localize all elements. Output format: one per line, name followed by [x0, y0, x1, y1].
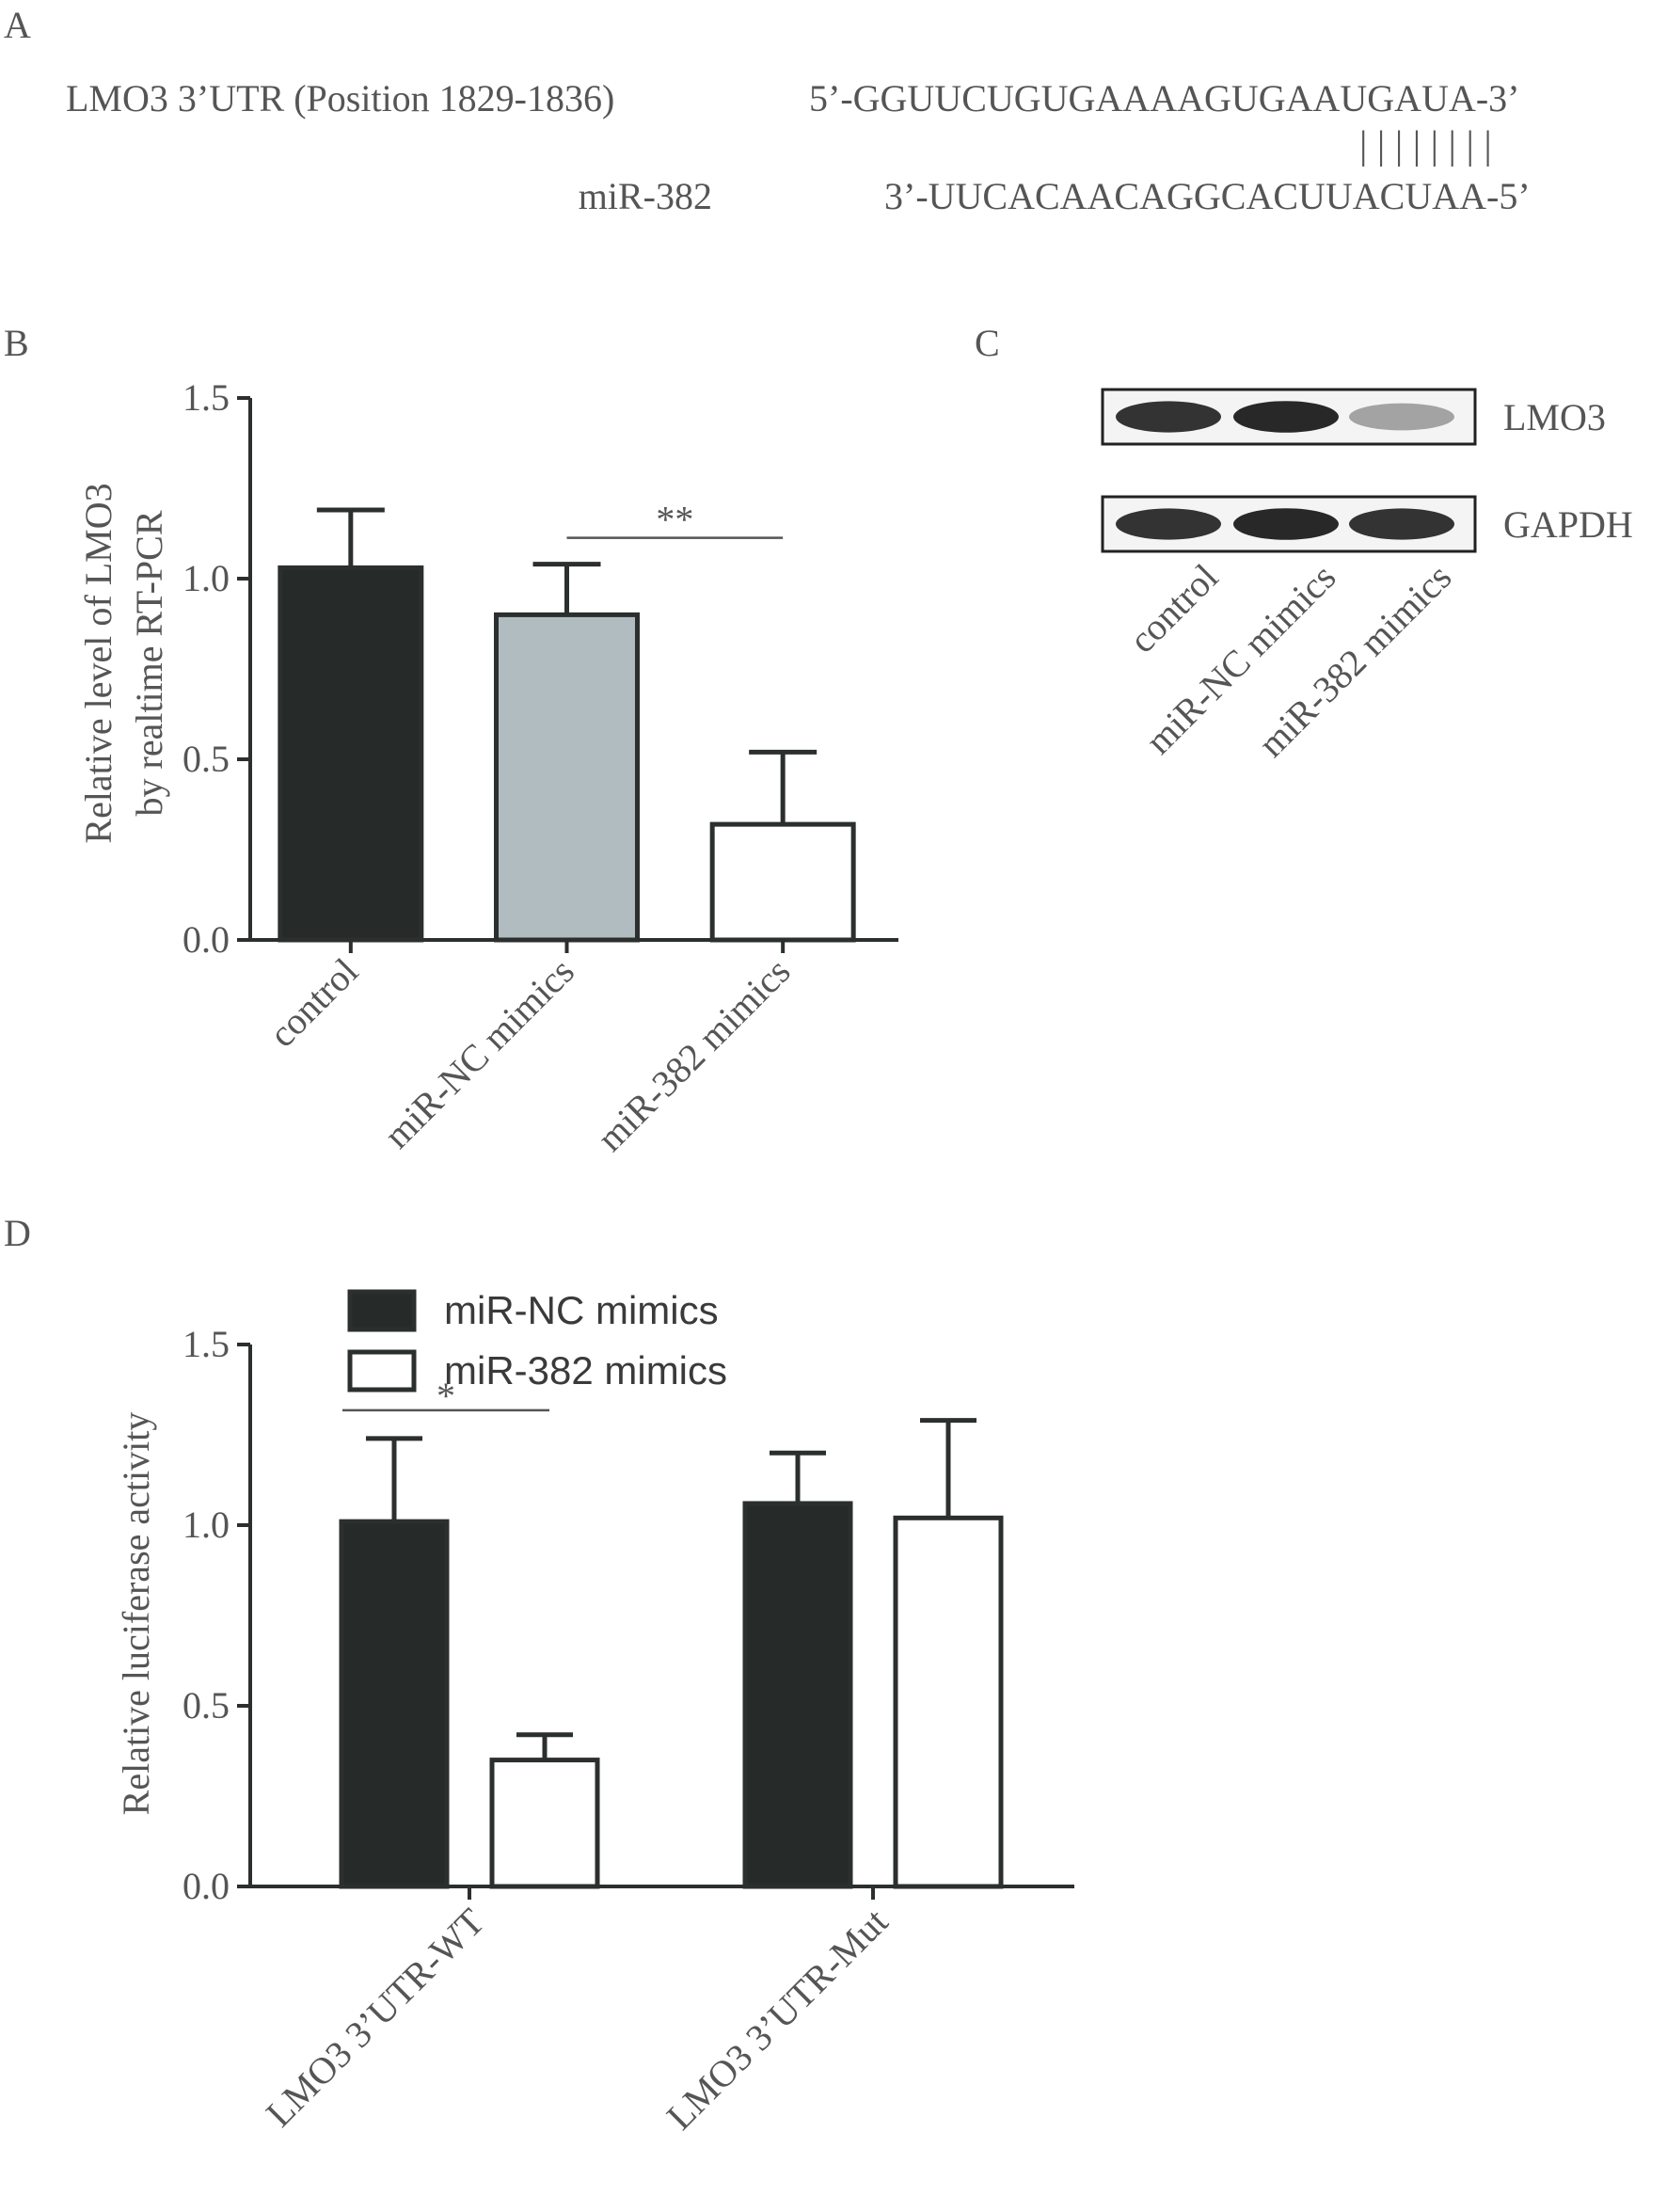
- blot-band: [1349, 403, 1454, 431]
- blot-label-gapdh: GAPDH: [1503, 503, 1633, 546]
- chart-d-bar: [742, 1501, 853, 1889]
- chart-d-xtick-label: LMO3 3’UTR-Mut: [659, 1901, 897, 2139]
- chart-d-xtick-label: LMO3 3’UTR-WT: [258, 1901, 492, 2135]
- utr-label: LMO3 3’UTR (Position 1829-1836): [66, 77, 614, 119]
- pairing-lines: | | | | | | | |: [1359, 124, 1492, 167]
- panel-label-a: A: [4, 4, 31, 46]
- chart-b-bar: [709, 821, 856, 943]
- utr-sequence: 5’-GGUUCUGUGAAAAGUGAAUGAUA-3’: [809, 77, 1519, 119]
- chart-d-legend-swatch: [347, 1349, 417, 1392]
- chart-b-xtick-label: miR-382 mimics: [589, 950, 799, 1160]
- chart-d-legend-label: miR-382 mimics: [444, 1348, 727, 1392]
- chart-b-ylabel-line2: by realtime RT-PCR: [128, 510, 170, 816]
- chart-b-ytick-label: 0.0: [183, 918, 230, 961]
- blot-band: [1233, 508, 1339, 540]
- chart-d-ytick-label: 1.0: [183, 1504, 230, 1546]
- blot-lane-label: control: [1120, 556, 1226, 661]
- chart-b-xtick-label: control: [261, 950, 366, 1056]
- mirna-label: miR-382: [579, 175, 712, 217]
- chart-d-bar: [339, 1519, 450, 1889]
- chart-d-legend-label: miR-NC mimics: [444, 1288, 719, 1332]
- blot-band: [1116, 508, 1221, 540]
- chart-d-bar: [893, 1515, 1004, 1889]
- mirna-sequence: 3’-UUCACAACAGGCACUUACUAA-5’: [884, 175, 1531, 217]
- chart-b-xtick-label: miR-NC mimics: [375, 950, 582, 1157]
- chart-b-ytick-label: 1.5: [183, 376, 230, 419]
- chart-b-ylabel-line1: Relative level of LMO3: [77, 483, 119, 843]
- blot-band: [1233, 401, 1339, 433]
- panel-label-c: C: [975, 322, 1000, 364]
- chart-b: Relative level of LMO3 by realtime RT-PC…: [77, 376, 898, 1159]
- chart-d-bar: [489, 1758, 600, 1889]
- chart-b-ytick-label: 0.5: [183, 738, 230, 780]
- chart-b-bar: [278, 565, 424, 943]
- chart-d-ytick-label: 0.5: [183, 1684, 230, 1727]
- chart-d-ytick-label: 0.0: [183, 1865, 230, 1907]
- chart-d-significance-label: *: [437, 1375, 455, 1417]
- chart-b-bar: [494, 612, 640, 943]
- panel-label-b: B: [4, 322, 29, 364]
- panel-label-d: D: [4, 1212, 31, 1254]
- chart-d-legend-swatch: [347, 1289, 417, 1332]
- chart-b-significance-label: **: [656, 499, 693, 541]
- blot-label-lmo3: LMO3: [1503, 396, 1606, 438]
- chart-d: Relative luciferase activity 0.0 0.5 1.0 1.…: [115, 1288, 1074, 2138]
- chart-d-ylabel: Relative luciferase activity: [115, 1412, 157, 1816]
- blot-band: [1116, 401, 1221, 433]
- chart-b-ytick-label: 1.0: [183, 557, 230, 599]
- chart-d-ytick-label: 1.5: [183, 1323, 230, 1365]
- blot-band: [1349, 508, 1454, 540]
